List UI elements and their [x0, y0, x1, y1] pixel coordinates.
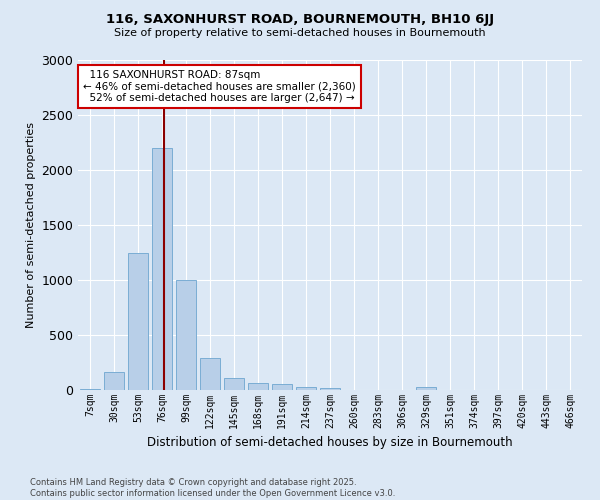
Bar: [272, 384, 292, 390]
Text: Contains HM Land Registry data © Crown copyright and database right 2025.
Contai: Contains HM Land Registry data © Crown c…: [30, 478, 395, 498]
Y-axis label: Number of semi-detached properties: Number of semi-detached properties: [26, 122, 36, 328]
Bar: [200, 358, 220, 390]
Bar: [176, 280, 196, 390]
Bar: [152, 148, 172, 390]
Bar: [128, 252, 148, 390]
Bar: [224, 378, 244, 390]
Bar: [80, 389, 100, 390]
Text: Size of property relative to semi-detached houses in Bournemouth: Size of property relative to semi-detach…: [114, 28, 486, 38]
Bar: [296, 386, 316, 390]
Bar: [248, 383, 268, 390]
Text: 116, SAXONHURST ROAD, BOURNEMOUTH, BH10 6JJ: 116, SAXONHURST ROAD, BOURNEMOUTH, BH10 …: [106, 12, 494, 26]
X-axis label: Distribution of semi-detached houses by size in Bournemouth: Distribution of semi-detached houses by …: [147, 436, 513, 450]
Bar: [104, 372, 124, 390]
Bar: [416, 387, 436, 390]
Bar: [320, 388, 340, 390]
Text: 116 SAXONHURST ROAD: 87sqm
← 46% of semi-detached houses are smaller (2,360)
  5: 116 SAXONHURST ROAD: 87sqm ← 46% of semi…: [83, 70, 356, 103]
